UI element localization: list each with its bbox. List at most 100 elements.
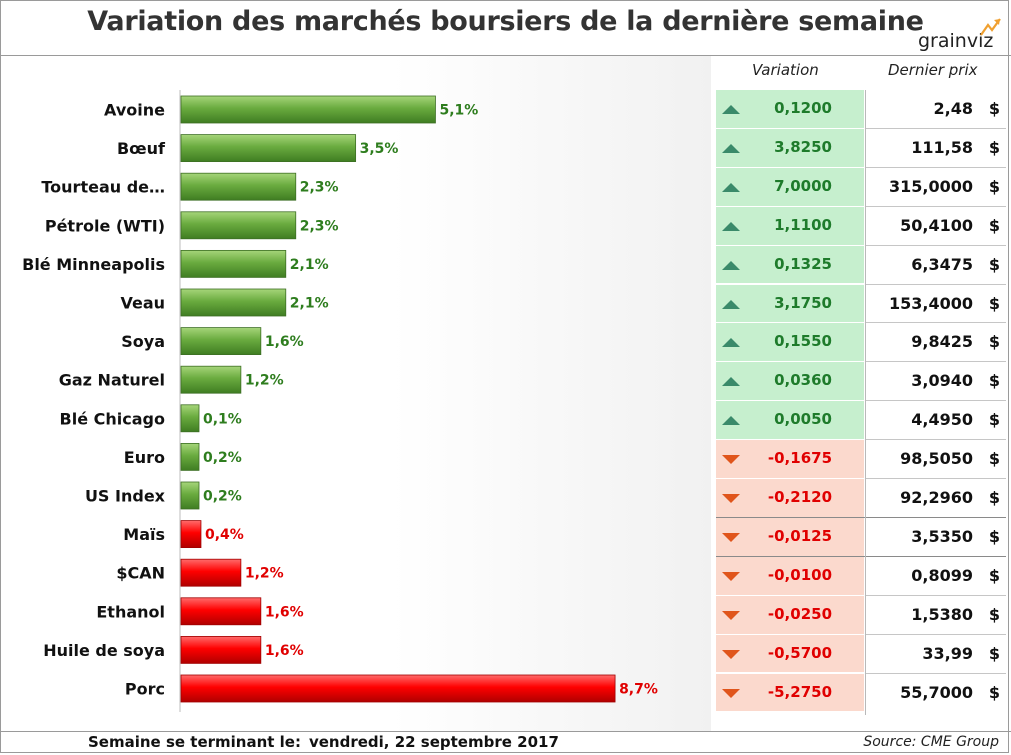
triangle-down-icon [722,571,740,581]
row-divider [866,478,1006,479]
bar [180,327,262,356]
variation-value: -0,0100 [767,565,832,584]
triangle-up-icon [722,377,740,387]
currency-symbol: $ [988,293,1000,313]
triangle-down-icon [722,494,740,503]
currency-symbol: $ [988,526,1000,546]
row-divider [866,322,1006,324]
category-label: Euro [124,448,165,467]
bar-value-label: 0,2% [203,489,242,505]
currency-symbol: $ [988,99,1000,118]
category-label: Porc [125,680,165,699]
triangle-down-icon [722,455,740,465]
bar [180,95,436,124]
triangle-down-icon [722,688,740,698]
currency-symbol: $ [988,254,1000,274]
row-divider [866,633,1006,635]
price-cell: 153,4000 $ [866,285,1006,323]
price-cell: 98,5050 $ [866,440,1006,478]
price-cell: 6,3475 $ [866,246,1006,284]
row-divider [716,555,1006,557]
variation-cell: 3,8250 [716,128,864,167]
triangle-up-icon [722,299,740,309]
currency-symbol: $ [988,682,1000,702]
category-label: Avoine [104,101,165,120]
price-cell: 50,4100 $ [866,207,1006,245]
price-cell: 3,0940 $ [866,362,1006,400]
price-cell: 1,5380 $ [866,596,1006,634]
chart-background [1,56,711,731]
variation-value: 0,1550 [774,332,832,351]
bar [180,211,297,240]
bar [180,481,200,510]
row-divider [866,594,1006,596]
bar [180,597,262,626]
currency-symbol: $ [988,565,1000,585]
row-divider [866,672,1006,674]
row-divider [866,361,1006,363]
variation-value: 3,8250 [774,137,832,156]
logo-text-b: viz [966,30,994,52]
triangle-up-icon [722,338,740,348]
variation-value: -0,2120 [767,488,832,506]
bar [180,249,287,278]
row-divider [866,283,1006,285]
price-cell: 33,99 $ [866,635,1006,673]
category-label: Tourteau de… [41,178,165,197]
variation-cell: -0,0250 [716,595,864,634]
row-divider [866,244,1006,246]
bar-value-label: 1,2% [245,566,284,582]
bar-value-label: 2,1% [290,296,329,312]
bar [180,558,242,587]
variation-value: 1,1100 [774,215,832,234]
price-cell: 55,7000 $ [866,674,1006,712]
bar-value-label: 0,4% [205,527,244,543]
bar-value-label: 2,3% [300,180,339,196]
variation-cell: -0,5700 [716,634,864,673]
category-label: US Index [85,487,166,506]
currency-symbol: $ [988,488,1000,507]
price-cell: 315,0000 $ [866,168,1006,206]
bar-value-label: 0,1% [203,411,242,427]
triangle-up-icon [722,143,740,153]
variation-cell: 0,1550 [716,323,864,362]
variation-cell: 1,1100 [716,206,864,245]
variation-value: 0,0360 [774,371,832,390]
price-value: 1,5380 [911,604,973,624]
price-value: 2,48 [933,99,973,118]
variation-cell: 3,1750 [716,284,864,323]
bar [180,674,616,703]
variation-value: -0,0125 [767,526,832,545]
currency-symbol: $ [988,332,1000,352]
price-value: 6,3475 [911,254,973,274]
row-divider [866,400,1006,402]
variation-cell: -0,0125 [716,517,864,556]
currency-symbol: $ [988,604,1000,624]
triangle-up-icon [722,260,740,270]
bar [180,404,200,433]
price-value: 4,4950 [911,410,973,430]
category-label: Blé Minneapolis [22,255,165,274]
triangle-up-icon [722,416,740,426]
bar [180,520,202,548]
triangle-down-icon [722,649,740,659]
variation-value: 0,1200 [774,99,832,117]
price-cell: 111,58 $ [866,129,1006,167]
row-divider [866,166,1006,168]
variation-cell: 0,1200 [716,90,864,128]
category-label: Maïs [123,525,165,544]
week-label: Semaine se terminant le: [88,733,301,751]
bar-value-label: 1,6% [265,604,304,620]
variation-cell: 0,1325 [716,245,864,284]
price-value: 111,58 [911,137,973,157]
variation-value: 0,1325 [774,254,832,273]
triangle-up-icon [722,221,740,231]
price-value: 92,2960 [900,488,973,507]
price-value: 3,0940 [911,371,973,391]
source-note: Source: CME Group [863,734,999,750]
row-divider [716,516,1006,518]
week-date: vendredi, 22 septembre 2017 [308,733,559,751]
variation-value: -0,1675 [767,449,832,468]
bar-value-label: 5,1% [439,103,478,119]
category-label: Huile de soya [43,641,165,660]
